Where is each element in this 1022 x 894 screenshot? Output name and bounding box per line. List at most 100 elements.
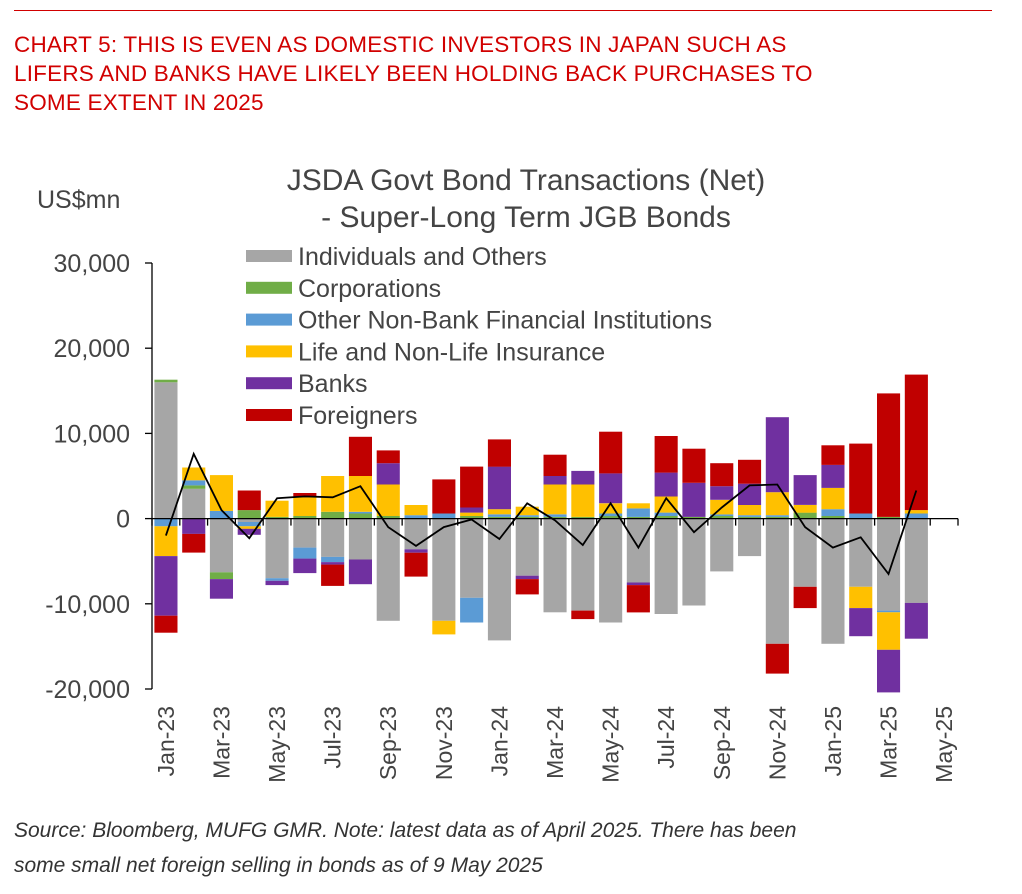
bar-Feb-24-series-2 xyxy=(515,515,539,517)
bar-May-23-series-4 xyxy=(265,580,289,586)
x-tick-label: Sep-24 xyxy=(709,706,735,780)
legend-swatch xyxy=(246,377,292,390)
bar-Sep-24-series-0 xyxy=(710,518,734,572)
bar-Jun-23-series-5 xyxy=(293,493,317,498)
bar-Jun-23-series-3 xyxy=(293,497,317,516)
bar-Mar-25-series-0 xyxy=(877,518,901,611)
bar-Nov-24-series-5 xyxy=(765,643,789,674)
bar-Mar-25-series-2 xyxy=(877,610,901,613)
bar-Jan-25-series-2 xyxy=(821,509,845,516)
bar-Mar-23-series-3 xyxy=(209,475,233,511)
bar-Mar-25-series-1 xyxy=(877,516,901,519)
bar-Mar-24-series-4 xyxy=(543,476,567,485)
bar-Jan-25-series-1 xyxy=(821,516,845,519)
bar-Jan-25-series-3 xyxy=(821,487,845,510)
y-tick-label: 30,000 xyxy=(54,250,130,278)
headline-line-1: CHART 5: THIS IS EVEN AS DOMESTIC INVEST… xyxy=(14,32,787,57)
bar-Apr-25-series-5 xyxy=(904,374,928,511)
bar-Sep-23-series-1 xyxy=(376,516,400,519)
bar-Apr-24-series-0 xyxy=(571,518,595,611)
bar-Aug-24-series-5 xyxy=(682,448,706,483)
bar-Oct-24-series-2 xyxy=(738,515,762,517)
bar-Jan-23-series-3 xyxy=(154,526,178,557)
bar-Nov-24-series-3 xyxy=(765,492,789,516)
bar-Jun-23-series-1 xyxy=(293,516,317,519)
net-total-line xyxy=(165,451,918,576)
bar-Jan-24-series-3 xyxy=(487,509,511,515)
bar-Mar-24-series-1 xyxy=(543,516,567,519)
bar-Dec-23-series-0 xyxy=(460,518,484,598)
bars-layer xyxy=(154,374,928,693)
bar-Aug-23-series-1 xyxy=(348,513,372,519)
x-tick-label: Nov-23 xyxy=(431,706,457,780)
bar-May-24-series-0 xyxy=(599,518,623,623)
x-tick-label: Jan-24 xyxy=(486,706,512,777)
legend-label: Banks xyxy=(298,370,367,398)
bar-Jul-23-series-0 xyxy=(321,518,345,557)
x-tick-label: Mar-24 xyxy=(542,706,568,779)
bar-Apr-25-series-4 xyxy=(904,602,928,639)
bar-Jun-24-series-0 xyxy=(626,518,650,583)
bar-Mar-24-series-2 xyxy=(543,514,567,517)
bar-Jan-24-series-2 xyxy=(487,514,511,517)
bar-Mar-23-series-4 xyxy=(209,579,233,599)
bar-Jun-24-series-3 xyxy=(626,503,650,509)
bar-May-23-series-2 xyxy=(265,578,289,581)
bar-Feb-24-series-5 xyxy=(515,579,539,595)
bar-Dec-24-series-1 xyxy=(793,512,817,519)
bar-Feb-25-series-3 xyxy=(849,586,873,609)
bar-Jan-24-series-0 xyxy=(487,518,511,641)
legend-swatch xyxy=(246,345,292,358)
bar-Apr-24-series-4 xyxy=(571,470,595,485)
bar-Jul-23-series-3 xyxy=(321,476,345,512)
x-tick-label: May-25 xyxy=(931,706,957,783)
bar-May-23-series-0 xyxy=(265,518,289,579)
bar-Apr-23-series-2 xyxy=(237,522,261,527)
bar-Mar-24-series-3 xyxy=(543,484,567,515)
bar-Oct-24-series-5 xyxy=(738,459,762,484)
y-axis-unit-label: US$mn xyxy=(37,186,120,214)
bar-Jan-23-series-5 xyxy=(154,615,178,633)
bar-Jun-24-series-1 xyxy=(626,516,650,519)
bar-Oct-23-series-2 xyxy=(404,515,428,519)
bar-Jul-24-series-0 xyxy=(654,518,678,614)
net-line-layer xyxy=(165,451,918,576)
x-tick-label: Nov-24 xyxy=(764,706,790,780)
bar-May-24-series-5 xyxy=(599,431,623,474)
bar-Nov-23-series-0 xyxy=(432,518,456,621)
y-tick-label: 0 xyxy=(116,506,130,534)
legend-swatch xyxy=(246,313,292,326)
bar-Jun-23-series-0 xyxy=(293,518,317,548)
bar-Mar-25-series-4 xyxy=(877,649,901,693)
x-tick-label: Jul-23 xyxy=(320,706,346,769)
legend-swatch xyxy=(246,281,292,294)
bar-Feb-23-series-4 xyxy=(182,518,206,534)
bar-May-24-series-2 xyxy=(599,513,623,517)
bar-Sep-23-series-3 xyxy=(376,484,400,516)
bar-Dec-24-series-3 xyxy=(793,505,817,513)
bar-May-24-series-3 xyxy=(599,503,623,514)
bar-Feb-24-series-3 xyxy=(515,506,539,516)
bar-Jan-24-series-1 xyxy=(487,516,511,519)
bar-Aug-23-series-3 xyxy=(348,476,372,512)
headline-line-2: LIFERS AND BANKS HAVE LIKELY BEEN HOLDIN… xyxy=(14,61,813,86)
bar-Sep-24-series-1 xyxy=(710,516,734,519)
bar-Jul-23-series-5 xyxy=(321,564,345,586)
headline-line-3: SOME EXTENT IN 2025 xyxy=(14,90,264,115)
bar-Feb-23-series-5 xyxy=(182,533,206,553)
bar-Jan-23-series-1 xyxy=(154,379,178,383)
bar-Jun-23-series-2 xyxy=(293,547,317,559)
bar-Jan-25-series-0 xyxy=(821,518,845,644)
bar-Nov-24-series-4 xyxy=(765,417,789,493)
legend-label: Life and Non-Life Insurance xyxy=(298,338,605,366)
bar-Dec-23-series-3 xyxy=(460,512,484,516)
bar-Nov-23-series-2 xyxy=(432,513,456,519)
legend-label: Individuals and Others xyxy=(298,243,547,271)
bar-Dec-23-series-5 xyxy=(460,466,484,508)
bar-Jul-24-series-5 xyxy=(654,436,678,473)
x-tick-label: Sep-23 xyxy=(375,706,401,780)
bar-Oct-24-series-4 xyxy=(738,483,762,505)
bar-Oct-23-series-5 xyxy=(404,552,428,577)
bar-Nov-23-series-5 xyxy=(432,479,456,514)
bar-Oct-24-series-0 xyxy=(738,518,762,557)
